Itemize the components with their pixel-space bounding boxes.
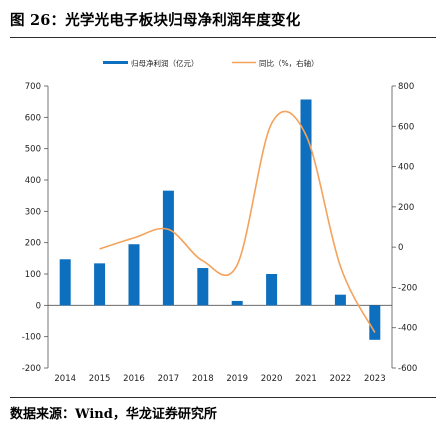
right-tick-label: -600 bbox=[398, 364, 417, 374]
right-tick-label: 400 bbox=[398, 163, 414, 173]
x-tick-label: 2021 bbox=[295, 374, 317, 384]
yoy-growth-line bbox=[99, 110, 376, 333]
x-tick-label: 2017 bbox=[158, 374, 180, 384]
bar-2018 bbox=[197, 268, 209, 306]
bar-2023 bbox=[369, 305, 381, 340]
x-tick-label: 2014 bbox=[54, 374, 76, 384]
bar-2016 bbox=[128, 244, 140, 306]
x-tick-label: 2018 bbox=[192, 374, 214, 384]
x-tick-label: 2020 bbox=[261, 374, 283, 384]
right-tick-label: -400 bbox=[398, 324, 417, 334]
legend-line-label: 同比（%，右轴） bbox=[259, 58, 319, 68]
footer-divider bbox=[10, 397, 436, 398]
bar-2021 bbox=[300, 99, 312, 306]
left-tick-label: 500 bbox=[25, 145, 41, 155]
right-tick-label: 800 bbox=[398, 82, 414, 92]
bar-2019 bbox=[231, 300, 243, 306]
left-tick-label: 300 bbox=[25, 207, 41, 217]
right-tick-label: -200 bbox=[398, 283, 417, 293]
left-tick-label: 0 bbox=[36, 301, 41, 311]
left-tick-label: 600 bbox=[25, 113, 41, 123]
left-tick-label: -100 bbox=[22, 333, 41, 343]
bar-2022 bbox=[334, 294, 346, 306]
right-tick-label: 0 bbox=[398, 243, 403, 253]
left-tick-label: 100 bbox=[25, 270, 41, 280]
bar-2014 bbox=[59, 259, 71, 306]
plot-area: -200 -100 0 100 200 300 400 500 600 700 -600 -400 -2… bbox=[22, 82, 418, 384]
figure-title: 图 26：光学光电子板块归母净利润年度变化 bbox=[10, 12, 301, 29]
right-tick-label: 200 bbox=[398, 203, 414, 213]
x-tick-label: 2016 bbox=[123, 374, 145, 384]
left-tick-label: 200 bbox=[25, 239, 41, 249]
chart-legend: 归母净利润（亿元） 同比（%，右轴） bbox=[103, 58, 319, 68]
x-tick-label: 2015 bbox=[89, 374, 111, 384]
x-tick-label: 2022 bbox=[330, 374, 352, 384]
title-divider bbox=[10, 37, 436, 38]
left-tick-label: -200 bbox=[22, 364, 41, 374]
bar-2015 bbox=[94, 263, 106, 306]
legend-bar-swatch bbox=[103, 61, 128, 64]
x-tick-label: 2023 bbox=[364, 374, 386, 384]
bar-2020 bbox=[266, 274, 278, 306]
legend-bar-label: 归母净利润（亿元） bbox=[131, 58, 199, 68]
x-tick-label: 2019 bbox=[226, 374, 248, 384]
left-tick-label: 400 bbox=[25, 176, 41, 186]
right-tick-label: 600 bbox=[398, 122, 414, 132]
left-tick-label: 700 bbox=[25, 82, 41, 92]
source-note: 数据来源：Wind，华龙证券研究所 bbox=[10, 407, 217, 422]
bar-2017 bbox=[162, 190, 174, 306]
